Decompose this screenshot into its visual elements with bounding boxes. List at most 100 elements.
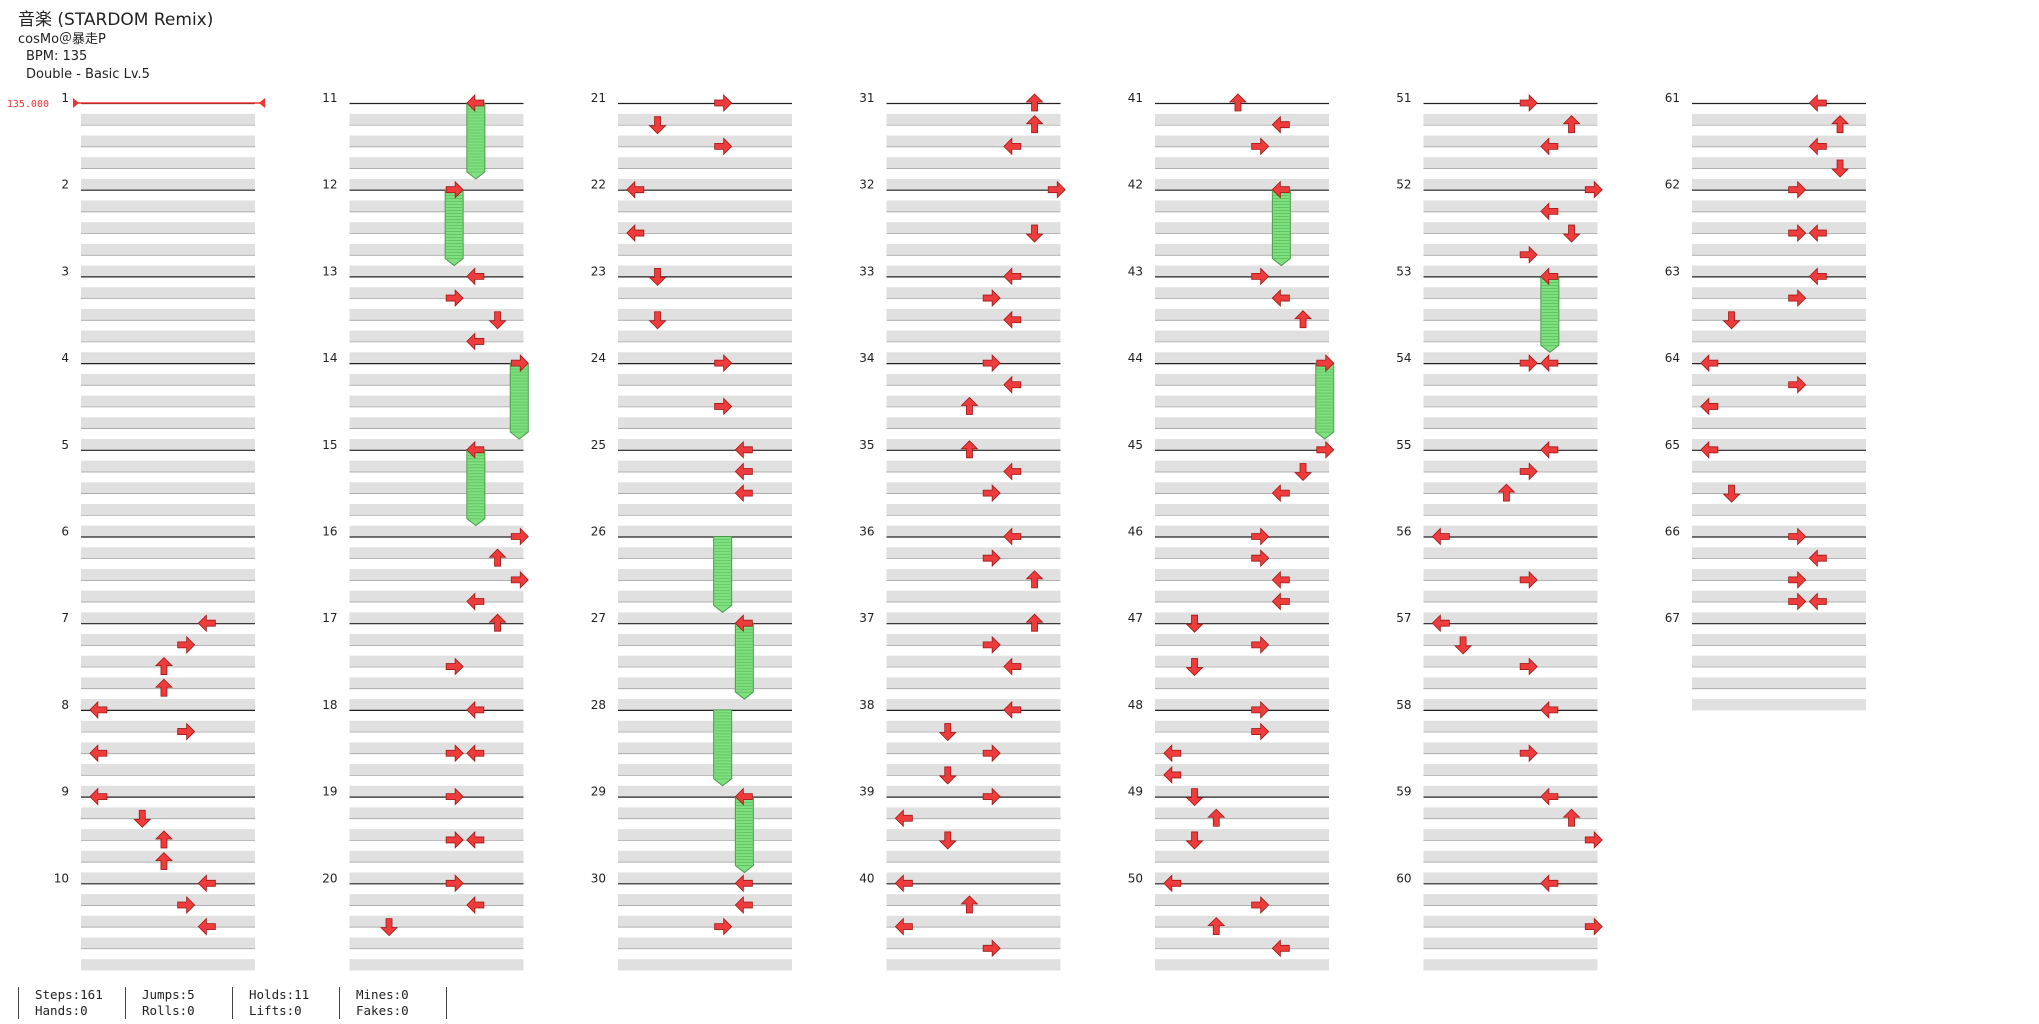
beat-band	[1155, 200, 1329, 212]
arrow-left-icon	[1808, 592, 1827, 611]
beat-band	[349, 547, 524, 559]
beat-band	[81, 742, 255, 754]
stat-hands: Hands:0	[35, 1003, 88, 1018]
measure-number: 9	[61, 785, 69, 799]
beat-band	[618, 850, 792, 863]
beat-band	[349, 265, 524, 277]
beat-band	[1423, 872, 1598, 884]
beat-band	[81, 460, 255, 472]
beat-band	[81, 395, 255, 407]
arrow-down-icon	[1294, 463, 1313, 482]
measure-number: 8	[61, 698, 69, 712]
measure-number: 27	[591, 611, 606, 625]
arrow-right-icon	[1316, 354, 1335, 373]
stat-holds: Holds:11	[249, 987, 310, 1002]
beat-band	[618, 915, 792, 928]
arrow-left-icon	[1003, 462, 1022, 481]
beat-band	[1692, 287, 1866, 299]
beat-band	[618, 113, 792, 126]
beat-band	[1155, 937, 1329, 949]
beat-band	[81, 525, 255, 537]
beat-band	[1423, 135, 1598, 147]
arrow-up-icon	[960, 895, 979, 914]
arrow-left-icon	[466, 592, 485, 611]
beat-band	[1423, 764, 1598, 776]
beat-band	[1423, 157, 1598, 169]
arrow-right-icon	[1519, 570, 1538, 589]
arrow-right-icon	[1788, 375, 1807, 394]
arrow-up-icon	[1207, 808, 1226, 827]
arrow-right-icon	[1788, 592, 1807, 611]
beat-band	[349, 872, 524, 884]
beat-band	[1155, 503, 1329, 516]
arrow-right-icon	[1519, 354, 1538, 373]
beat-band	[618, 178, 792, 191]
beat-band	[1423, 243, 1598, 256]
beat-band	[1692, 330, 1866, 342]
measure-number: 43	[1128, 264, 1143, 278]
measure-number: 19	[322, 785, 337, 799]
beat-band	[1155, 764, 1329, 776]
arrow-left-icon	[1003, 137, 1022, 156]
arrow-left-icon	[1540, 137, 1559, 156]
beat-band	[1155, 590, 1329, 603]
arrow-right-icon	[445, 744, 464, 763]
arrow-right-icon	[714, 397, 733, 416]
arrow-left-icon	[1003, 310, 1022, 329]
beat-band	[1423, 850, 1598, 863]
arrow-right-icon	[1251, 137, 1270, 156]
beat-band	[349, 113, 524, 126]
beat-band	[81, 438, 255, 451]
beat-band	[1692, 438, 1866, 451]
beat-band	[81, 113, 255, 126]
beat-band	[349, 807, 524, 819]
beat-band	[81, 720, 255, 733]
measure-number: 24	[591, 351, 606, 365]
arrow-right-icon	[1788, 224, 1807, 243]
beat-band	[886, 460, 1061, 472]
measure-number: 12	[322, 178, 337, 192]
arrow-down-icon	[1831, 159, 1850, 178]
arrow-right-icon	[982, 787, 1001, 806]
bpm-marker-end	[259, 98, 265, 108]
arrow-left-icon	[1808, 549, 1827, 568]
arrow-up-icon	[154, 678, 173, 697]
beat-band	[81, 373, 255, 386]
beat-band	[1155, 525, 1329, 537]
beat-band	[886, 655, 1061, 668]
beat-band	[886, 308, 1061, 321]
arrow-left-icon	[734, 896, 753, 914]
stat-column: Mines:0 Fakes:0	[339, 987, 446, 1019]
arrow-left-icon	[1163, 744, 1182, 763]
beat-band	[618, 287, 792, 299]
arrow-left-icon	[1003, 700, 1022, 719]
arrow-right-icon	[1788, 570, 1807, 589]
beat-band	[886, 785, 1061, 798]
measure-number: 38	[859, 698, 874, 712]
measure-number: 45	[1128, 438, 1143, 452]
arrow-right-icon	[1788, 527, 1807, 546]
stat-mines: Mines:0	[356, 987, 409, 1002]
beat-band	[81, 330, 255, 342]
beat-band	[81, 265, 255, 277]
arrow-left-icon	[466, 267, 485, 286]
arrow-right-icon	[1584, 917, 1603, 936]
beat-band	[81, 547, 255, 559]
beat-band	[618, 764, 792, 776]
arrow-up-icon	[1294, 310, 1313, 329]
arrow-down-icon	[1025, 224, 1044, 243]
arrow-left-icon	[197, 874, 216, 893]
arrow-right-icon	[1251, 527, 1270, 546]
measure-number: 57	[1396, 611, 1411, 625]
beat-band	[349, 482, 524, 494]
beat-band	[1155, 287, 1329, 299]
measure-number: 13	[322, 264, 337, 278]
arrow-left-icon	[894, 809, 913, 828]
beat-band	[349, 178, 524, 191]
beat-band	[349, 308, 524, 321]
hold-body	[509, 362, 529, 440]
hold-body	[1315, 362, 1335, 440]
measure-number: 25	[591, 438, 606, 452]
arrow-left-icon	[1271, 289, 1290, 308]
beat-band	[618, 503, 792, 516]
